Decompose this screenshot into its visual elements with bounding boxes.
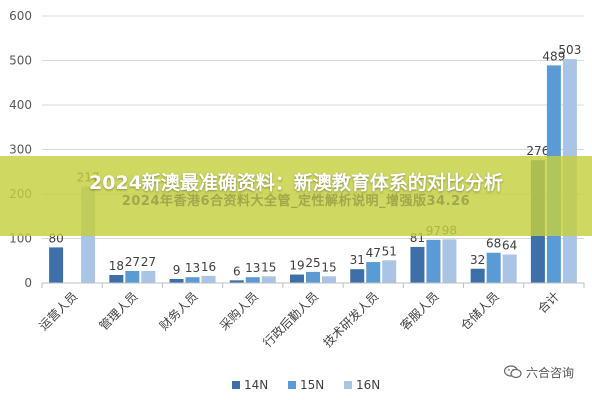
data-label: 489	[542, 49, 565, 63]
y-tick-label: 400	[9, 98, 32, 112]
legend-label: 15N	[300, 378, 324, 392]
legend-swatch	[232, 381, 240, 389]
data-label: 27	[141, 255, 156, 269]
y-tick-label: 600	[9, 9, 32, 23]
y-tick-label: 500	[9, 54, 32, 68]
x-tick-label: 行政后勤人员	[260, 289, 321, 350]
bar	[470, 268, 485, 283]
legend-label: 14N	[244, 378, 268, 392]
x-tick-label: 财务人员	[156, 289, 201, 334]
legend-swatch	[288, 381, 296, 389]
bar	[366, 262, 381, 283]
legend-label: 16N	[356, 378, 380, 392]
bar	[486, 252, 501, 283]
bar	[109, 274, 124, 283]
x-tick-label: 运营人员	[36, 289, 80, 333]
bar	[185, 277, 200, 283]
legend-swatch	[344, 381, 352, 389]
bar	[306, 271, 320, 283]
data-label: 6	[233, 264, 241, 278]
data-label: 13	[245, 261, 260, 275]
data-label: 31	[350, 253, 365, 267]
data-label: 68	[486, 237, 501, 251]
bar	[169, 278, 184, 283]
x-tick-label: 合计	[534, 289, 562, 317]
data-label: 15	[321, 260, 336, 274]
y-tick-label: 300	[9, 143, 32, 157]
bar	[201, 275, 216, 283]
data-label: 276	[526, 144, 549, 158]
data-label: 16	[201, 260, 216, 274]
bar	[229, 280, 244, 283]
data-label: 51	[382, 244, 397, 258]
data-label: 13	[185, 261, 200, 275]
x-tick-label: 技术研发人员	[320, 289, 382, 351]
x-tick-label: 客服人员	[397, 289, 442, 334]
data-label: 32	[470, 253, 485, 267]
data-label: 15	[261, 260, 276, 274]
bar	[382, 260, 397, 283]
bar	[261, 276, 276, 283]
data-label: 27	[125, 255, 140, 269]
bar	[410, 246, 425, 283]
bar	[502, 254, 517, 283]
data-label: 18	[109, 259, 124, 273]
data-label: 64	[502, 239, 517, 253]
bar	[125, 270, 140, 283]
data-label: 25	[305, 256, 320, 270]
ghost-subtitle: 2024年香港6合资料大全管_定性解析说明_增强版34.26	[121, 194, 471, 209]
y-tick-label: 0	[24, 276, 32, 290]
x-tick-label: 管理人员	[96, 289, 141, 334]
bar	[442, 239, 457, 283]
wechat-icon	[503, 365, 522, 379]
watermark-text: 六合咨询	[525, 365, 574, 380]
x-tick-label: 采购人员	[216, 289, 261, 334]
data-label: 47	[366, 246, 381, 260]
headline-banner	[0, 156, 592, 236]
headline-title: 2024新澳最准确资料：新澳教育体系的对比分析	[89, 172, 503, 194]
x-tick-label: 仓储人员	[457, 289, 502, 334]
bar	[350, 269, 365, 283]
bar	[322, 276, 336, 283]
data-label: 19	[289, 259, 304, 273]
bar	[141, 270, 156, 283]
bar	[426, 239, 441, 283]
watermark: 六合咨询	[503, 362, 574, 382]
bar	[290, 274, 304, 283]
data-label: 9	[173, 263, 181, 277]
data-label: 503	[558, 43, 581, 57]
bar	[245, 277, 260, 283]
bar	[49, 247, 64, 283]
